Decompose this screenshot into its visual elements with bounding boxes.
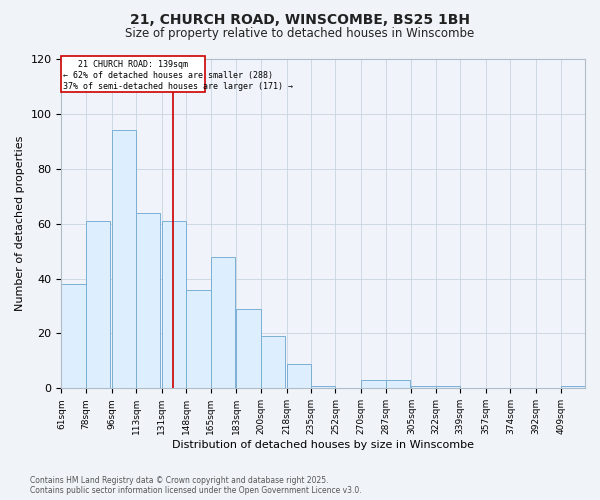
Bar [311,386,335,388]
Bar [560,386,585,388]
Bar [412,386,436,388]
Bar [236,309,261,388]
Text: ← 62% of detached houses are smaller (288): ← 62% of detached houses are smaller (28… [63,72,273,80]
Bar [86,221,110,388]
Bar [136,212,160,388]
Bar [287,364,311,388]
Bar [112,130,136,388]
Text: 21, CHURCH ROAD, WINSCOMBE, BS25 1BH: 21, CHURCH ROAD, WINSCOMBE, BS25 1BH [130,12,470,26]
Bar [162,221,186,388]
Bar [186,290,211,388]
Text: Contains HM Land Registry data © Crown copyright and database right 2025.
Contai: Contains HM Land Registry data © Crown c… [30,476,362,495]
Text: Size of property relative to detached houses in Winscombe: Size of property relative to detached ho… [125,28,475,40]
Bar [436,386,460,388]
Text: 21 CHURCH ROAD: 139sqm: 21 CHURCH ROAD: 139sqm [78,60,188,70]
Text: 37% of semi-detached houses are larger (171) →: 37% of semi-detached houses are larger (… [63,82,293,92]
Bar [361,380,386,388]
FancyBboxPatch shape [61,56,205,92]
Bar [61,284,86,389]
Bar [211,256,235,388]
Bar [261,336,285,388]
Y-axis label: Number of detached properties: Number of detached properties [15,136,25,312]
X-axis label: Distribution of detached houses by size in Winscombe: Distribution of detached houses by size … [172,440,474,450]
Bar [386,380,410,388]
